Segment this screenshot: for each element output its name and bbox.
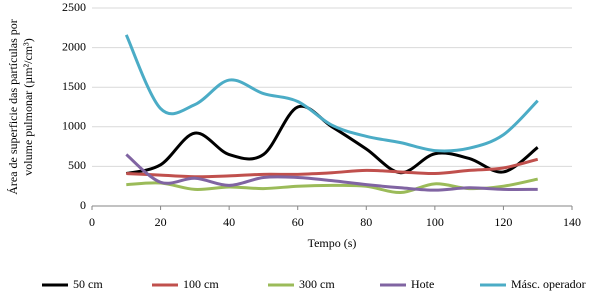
y-tick-label: 1500: [62, 79, 86, 93]
x-tick-label: 20: [155, 215, 167, 229]
y-tick-label: 1000: [62, 119, 86, 133]
x-tick-label: 100: [426, 215, 444, 229]
legend-label: 100 cm: [183, 277, 219, 291]
y-axis-title: Área de superficie das partículas por: [6, 19, 20, 195]
legend-label: 50 cm: [73, 277, 103, 291]
x-axis-title: Tempo (s): [308, 236, 357, 250]
y-tick-label: 500: [68, 158, 86, 172]
x-tick-label: 80: [360, 215, 372, 229]
x-tick-label: 140: [563, 215, 581, 229]
x-tick-label: 120: [494, 215, 512, 229]
y-tick-label: 2500: [62, 0, 86, 14]
y-tick-label: 0: [80, 198, 86, 212]
y-tick-label: 2000: [62, 39, 86, 53]
series-line: [125, 153, 538, 192]
series-line: [125, 104, 539, 175]
x-tick-label: 0: [89, 215, 95, 229]
series-line: [124, 34, 539, 153]
legend-label: 300 cm: [299, 277, 335, 291]
x-tick-label: 40: [223, 215, 235, 229]
x-tick-label: 60: [292, 215, 304, 229]
legend-label: Hote: [411, 277, 434, 291]
legend-label: Másc. operador: [511, 277, 586, 291]
series-line: [126, 157, 539, 179]
y-axis-title: volume pulmonar (µm²/cm³): [21, 38, 35, 175]
